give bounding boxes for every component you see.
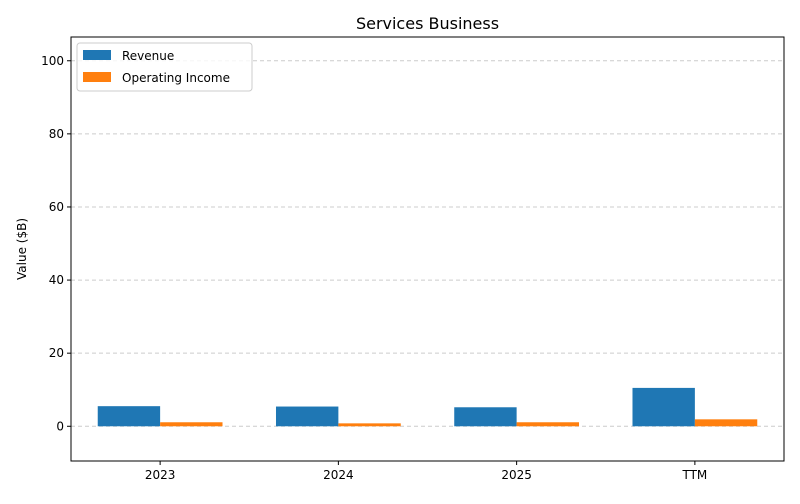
legend-label-operating-income: Operating Income [122, 71, 230, 85]
gridlines [71, 60, 784, 427]
bar-operating-income-2025 [516, 422, 580, 427]
chart-title: Services Business [356, 14, 499, 33]
bar-revenue-2025 [454, 407, 517, 427]
legend-swatch-revenue [83, 50, 111, 60]
legend-box [76, 42, 253, 92]
y-tick-label-40: 40 [49, 273, 64, 287]
bar-revenue-ttm [632, 387, 695, 427]
bar-operating-income-2024 [338, 423, 401, 427]
bar-revenue-2023 [97, 406, 161, 427]
legend-swatch-operating-income [83, 72, 111, 82]
x-tick-label-ttm: TTM [681, 468, 707, 482]
y-tick-label-20: 20 [49, 346, 64, 360]
y-tick-label-60: 60 [49, 200, 64, 214]
bar-revenue-2024 [275, 406, 339, 427]
plot-frame [70, 36, 785, 462]
bars [97, 387, 758, 427]
x-tick-label-2025: 2025 [501, 468, 532, 482]
y-axis: 0 20 40 60 80 100 [41, 54, 71, 433]
y-tick-label-80: 80 [49, 127, 64, 141]
bar-operating-income-ttm [694, 419, 758, 427]
y-axis-label: Value ($B) [15, 218, 29, 280]
legend: Revenue Operating Income [76, 42, 253, 92]
x-tick-label-2024: 2024 [323, 468, 354, 482]
x-tick-label-2023: 2023 [145, 468, 176, 482]
legend-label-revenue: Revenue [122, 49, 174, 63]
y-tick-label-0: 0 [56, 419, 64, 433]
bar-operating-income-2023 [160, 422, 223, 427]
x-axis: 2023 2024 2025 TTM [145, 461, 707, 482]
y-tick-label-100: 100 [41, 54, 64, 68]
